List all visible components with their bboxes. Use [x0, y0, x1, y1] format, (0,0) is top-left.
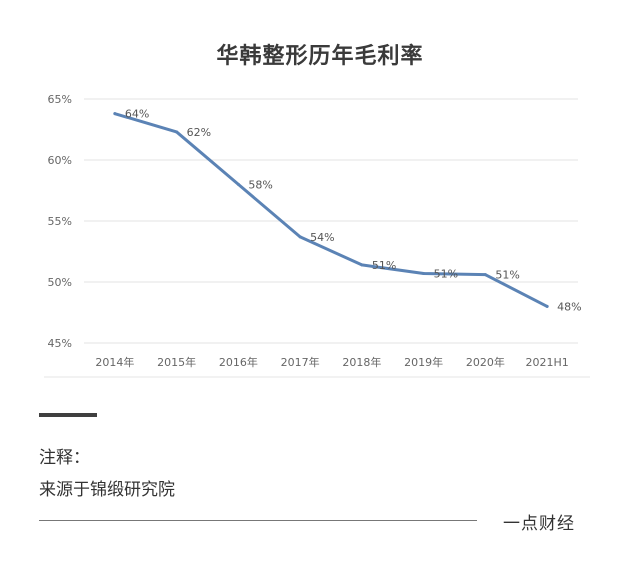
x-tick-label: 2021H1: [525, 356, 568, 369]
data-label: 58%: [248, 178, 272, 191]
data-point: [236, 182, 240, 186]
data-point: [298, 235, 302, 239]
data-label: 48%: [557, 300, 581, 313]
x-tick-label: 2019年: [404, 355, 443, 369]
data-label: 51%: [372, 259, 396, 272]
y-tick-label: 65%: [48, 93, 72, 106]
chart-title: 华韩整形历年毛利率: [216, 44, 424, 69]
data-label: 51%: [495, 269, 519, 282]
data-label: 51%: [434, 267, 458, 280]
footer-divider: [39, 520, 477, 521]
data-point: [483, 273, 487, 277]
x-tick-label: 2015年: [157, 355, 196, 369]
x-tick-label: 2017年: [281, 355, 320, 369]
y-tick-label: 45%: [48, 337, 72, 350]
notes-label: 注释：: [39, 448, 90, 468]
y-tick-label: 60%: [48, 154, 72, 167]
data-point: [113, 112, 117, 116]
series-line: [113, 112, 549, 308]
data-point: [422, 271, 426, 275]
x-tick-label: 2016年: [219, 355, 258, 369]
data-point: [360, 263, 364, 267]
x-tick-label: 2018年: [342, 355, 381, 369]
y-tick-label: 55%: [48, 215, 72, 228]
chart-area: 65% 60% 55% 50% 45% 2014年 2015年 2016年 2017年 2018年…: [44, 93, 590, 378]
data-label: 64%: [125, 108, 149, 121]
data-label: 54%: [310, 231, 334, 244]
x-tick-label: 2014年: [95, 355, 134, 369]
notes-source: 来源于锦缎研究院: [39, 480, 175, 500]
data-point: [175, 130, 179, 134]
data-point: [545, 304, 549, 308]
notes-divider: [39, 413, 97, 417]
brand-name: 一点财经: [503, 514, 575, 534]
data-label: 62%: [187, 126, 211, 139]
y-tick-label: 50%: [48, 276, 72, 289]
line-chart: 65% 60% 55% 50% 45% 2014年 2015年 2016年 2017年 2018年…: [44, 93, 590, 378]
x-tick-label: 2020年: [466, 355, 505, 369]
